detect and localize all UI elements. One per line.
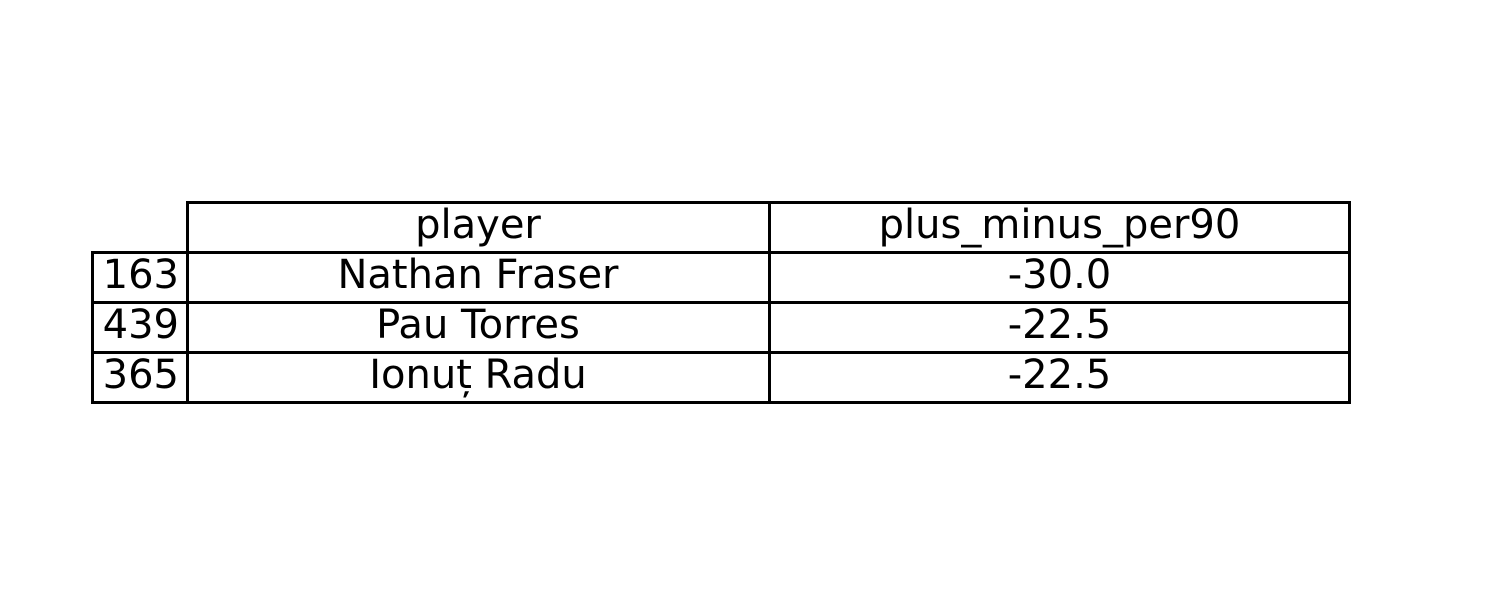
cell-player: Pau Torres <box>376 302 580 348</box>
table-border-left <box>91 251 94 404</box>
table-rule <box>768 201 771 404</box>
table-rule <box>186 201 189 404</box>
table-border-bottom <box>91 401 1351 404</box>
table-rule <box>91 351 1351 354</box>
cell-plus-minus-per90: -22.5 <box>1007 352 1112 398</box>
cell-player: Nathan Fraser <box>337 252 619 298</box>
cell-plus-minus-per90: -30.0 <box>1007 252 1112 298</box>
column-header-player: player <box>415 202 541 248</box>
column-header-plus-minus-per90: plus_minus_per90 <box>878 202 1241 248</box>
table-border-right <box>1348 201 1351 404</box>
row-index-label: 439 <box>102 302 179 348</box>
table-rule <box>91 301 1351 304</box>
row-index-label: 163 <box>102 252 179 298</box>
cell-player: Ionuț Radu <box>369 352 587 398</box>
cell-plus-minus-per90: -22.5 <box>1007 302 1112 348</box>
row-index-label: 365 <box>102 352 179 398</box>
table-rule <box>91 251 1351 254</box>
